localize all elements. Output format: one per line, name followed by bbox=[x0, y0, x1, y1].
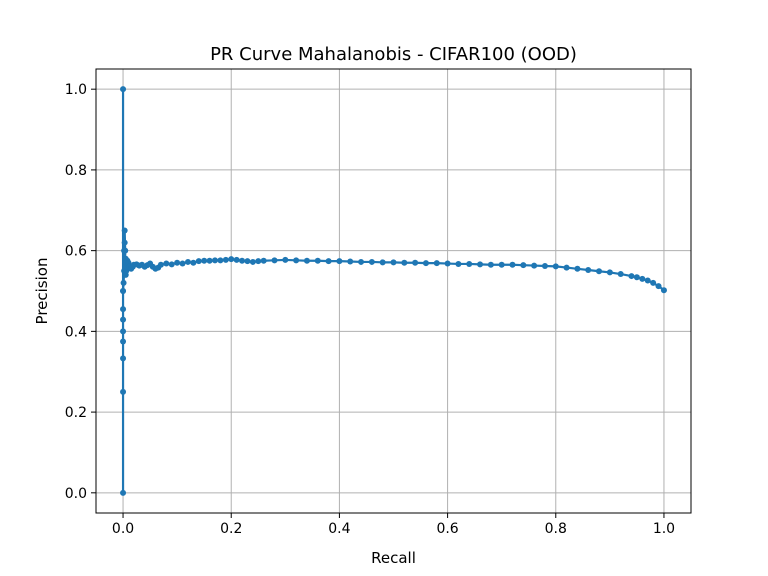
y-tick-label: 0.8 bbox=[65, 163, 87, 179]
data-point bbox=[552, 263, 559, 270]
data-point bbox=[325, 258, 332, 265]
data-point bbox=[336, 258, 343, 265]
y-tick-label: 0.0 bbox=[65, 486, 87, 502]
data-point bbox=[477, 261, 484, 268]
chart-title: PR Curve Mahalanobis - CIFAR100 (OOD) bbox=[210, 44, 577, 65]
data-point bbox=[347, 258, 354, 265]
data-point bbox=[206, 257, 213, 264]
data-point bbox=[120, 288, 127, 294]
data-point bbox=[628, 273, 635, 280]
data-point bbox=[271, 257, 278, 264]
data-point bbox=[239, 257, 246, 264]
data-point bbox=[617, 271, 624, 278]
data-point bbox=[633, 274, 640, 281]
data-point bbox=[498, 261, 505, 268]
x-tick-label: 0.8 bbox=[545, 521, 567, 537]
data-point bbox=[293, 257, 300, 264]
data-point bbox=[314, 257, 321, 264]
data-point bbox=[606, 269, 613, 276]
data-point bbox=[228, 256, 235, 263]
data-point bbox=[585, 267, 592, 274]
data-point bbox=[422, 260, 429, 267]
data-point bbox=[541, 262, 548, 269]
data-point bbox=[184, 258, 191, 265]
data-point bbox=[217, 257, 224, 264]
x-tick-label: 0.2 bbox=[220, 521, 242, 537]
series-line bbox=[120, 86, 667, 496]
data-point bbox=[244, 258, 251, 265]
data-point bbox=[660, 287, 667, 294]
data-point bbox=[120, 388, 127, 395]
data-point bbox=[379, 259, 386, 266]
data-point bbox=[412, 259, 419, 266]
data-point bbox=[120, 338, 127, 345]
data-point bbox=[255, 258, 262, 265]
data-point bbox=[212, 257, 218, 264]
data-point bbox=[201, 257, 208, 264]
x-tick-label: 0.6 bbox=[436, 521, 458, 537]
data-point bbox=[509, 261, 516, 268]
data-point bbox=[639, 275, 646, 282]
data-point bbox=[433, 260, 440, 267]
data-point bbox=[121, 239, 128, 246]
data-point bbox=[487, 261, 494, 268]
plot-frame bbox=[95, 68, 692, 514]
data-point bbox=[120, 328, 127, 335]
data-point bbox=[466, 260, 473, 267]
data-point bbox=[390, 259, 397, 266]
data-point bbox=[520, 262, 527, 269]
data-point bbox=[563, 264, 570, 271]
data-point bbox=[157, 261, 164, 268]
data-point bbox=[260, 257, 267, 264]
data-point bbox=[650, 279, 657, 286]
y-tick-label: 0.4 bbox=[65, 324, 87, 340]
data-point bbox=[401, 259, 408, 266]
data-point bbox=[163, 260, 170, 267]
data-point bbox=[120, 316, 127, 323]
data-point bbox=[174, 259, 181, 266]
data-point bbox=[120, 355, 127, 362]
data-point bbox=[368, 258, 375, 265]
x-axis-label: Recall bbox=[371, 549, 416, 567]
data-point bbox=[574, 265, 581, 272]
y-tick-label: 0.2 bbox=[65, 405, 87, 421]
x-tick-label: 1.0 bbox=[653, 521, 675, 537]
data-point bbox=[655, 283, 662, 290]
x-axis-ticks: 0.0 0.2 0.4 0.6 0.8 1.0 bbox=[112, 513, 675, 537]
data-point bbox=[120, 86, 127, 93]
data-point bbox=[190, 259, 197, 266]
data-point bbox=[596, 268, 603, 275]
data-point bbox=[222, 256, 229, 263]
data-point bbox=[358, 258, 365, 265]
data-point bbox=[120, 489, 127, 496]
data-point bbox=[122, 247, 129, 254]
data-point bbox=[455, 260, 462, 267]
data-point bbox=[120, 279, 127, 286]
data-point bbox=[444, 260, 451, 267]
data-point bbox=[233, 256, 240, 263]
data-point bbox=[195, 258, 202, 265]
y-axis-ticks: 0.0 0.2 0.4 0.6 0.8 1.0 bbox=[65, 82, 96, 502]
data-point bbox=[303, 257, 310, 264]
x-tick-label: 0.0 bbox=[112, 521, 134, 537]
data-point bbox=[168, 261, 175, 268]
data-point bbox=[644, 277, 651, 284]
data-point bbox=[282, 256, 289, 263]
data-point bbox=[120, 306, 127, 313]
y-tick-label: 1.0 bbox=[65, 82, 87, 98]
data-point bbox=[179, 260, 186, 267]
data-point bbox=[121, 227, 128, 234]
y-tick-label: 0.6 bbox=[65, 244, 87, 260]
data-point bbox=[531, 262, 538, 269]
x-tick-label: 0.4 bbox=[328, 521, 350, 537]
data-point bbox=[249, 258, 256, 265]
y-axis-label: Precision bbox=[33, 258, 51, 325]
